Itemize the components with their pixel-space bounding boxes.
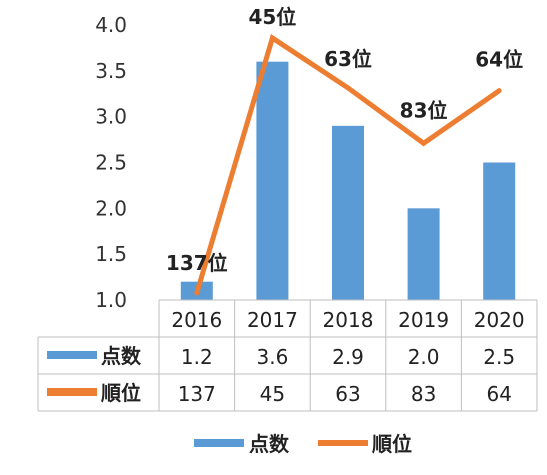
table-cell: 2.9 xyxy=(332,345,364,369)
rank-label: 63位 xyxy=(324,47,372,71)
rank-label: 83位 xyxy=(400,98,448,122)
y-tick-label: 3.0 xyxy=(95,105,127,129)
table-cell: 2.0 xyxy=(408,345,440,369)
table-row-header: 順位 xyxy=(101,381,141,405)
bar-2018 xyxy=(332,125,364,300)
rank-point-2020 xyxy=(496,88,502,94)
legend-key-bar xyxy=(194,439,244,447)
table-cell: 137 xyxy=(178,382,216,406)
table-cell: 3.6 xyxy=(256,345,288,369)
table-cell: 1.2 xyxy=(181,345,213,369)
x-tick-label: 2020 xyxy=(474,308,525,332)
legend: 点数 順位 xyxy=(194,432,412,456)
bar-2020 xyxy=(483,162,516,300)
x-tick-label: 2016 xyxy=(171,308,222,332)
rank-label: 45位 xyxy=(248,5,296,29)
rank-point-2019 xyxy=(421,140,427,146)
rank-label: 64位 xyxy=(475,48,523,72)
y-tick-label: 4.0 xyxy=(95,13,127,37)
y-tick-label: 2.5 xyxy=(95,151,127,175)
legend-key-line xyxy=(318,440,368,446)
y-tick-label: 1.5 xyxy=(95,242,127,266)
rank-point-2017 xyxy=(269,35,275,41)
rank-point-2018 xyxy=(345,85,351,91)
bar-2017 xyxy=(256,61,289,300)
y-tick-label: 3.5 xyxy=(95,59,127,83)
table-cell: 45 xyxy=(260,382,285,406)
table-key-line xyxy=(47,388,97,396)
bar-2019 xyxy=(407,208,440,300)
table-cell: 64 xyxy=(486,382,511,406)
table-row-header: 点数 xyxy=(101,344,142,368)
x-tick-label: 2018 xyxy=(323,308,374,332)
bars xyxy=(180,61,516,300)
x-tick-label: 2019 xyxy=(398,308,449,332)
legend-label: 順位 xyxy=(372,432,412,456)
y-tick-label: 2.0 xyxy=(95,196,127,220)
table-cell: 83 xyxy=(411,382,436,406)
legend-label: 点数 xyxy=(249,432,290,456)
rank-point-2016 xyxy=(194,290,200,296)
y-axis: 1.0 1.5 2.0 2.5 3.0 3.5 4.0 xyxy=(95,13,127,312)
rank-label: 137位 xyxy=(166,251,228,275)
line-series: 137位 45位 63位 83位 64位 xyxy=(166,5,523,296)
y-tick-label: 1.0 xyxy=(95,288,127,312)
table-cell: 2.5 xyxy=(483,345,515,369)
table-cell: 63 xyxy=(335,382,360,406)
table-key-bar xyxy=(47,351,97,359)
x-tick-label: 2017 xyxy=(247,308,298,332)
